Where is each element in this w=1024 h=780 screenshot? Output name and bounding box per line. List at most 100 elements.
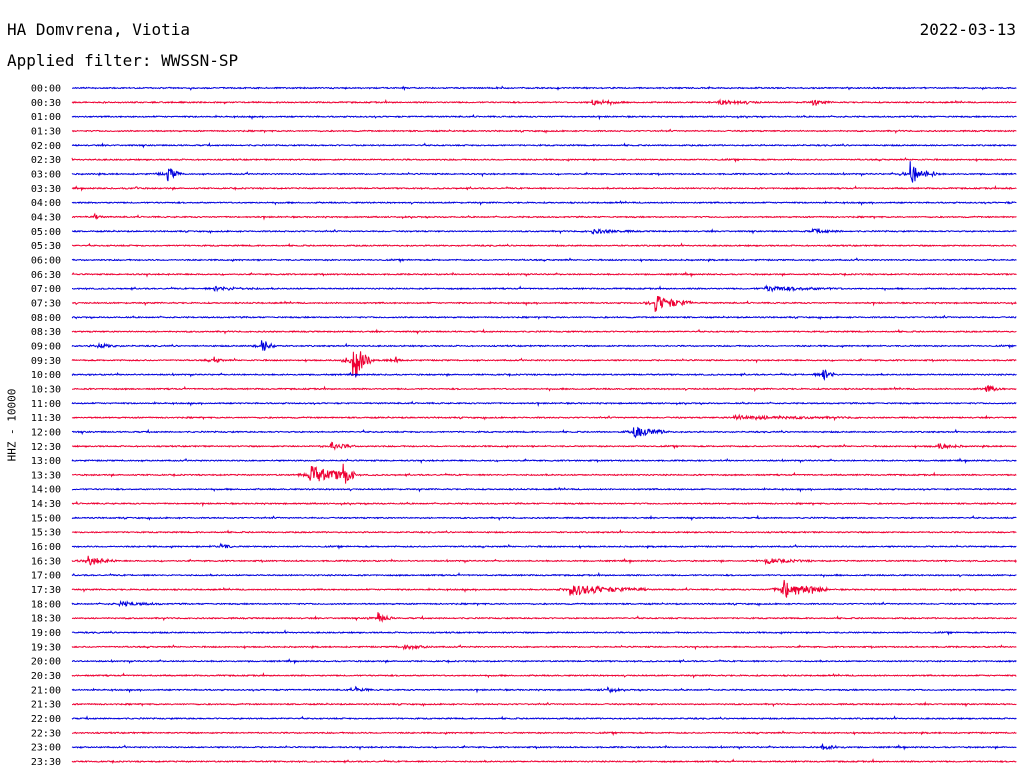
seismic-trace xyxy=(71,528,1017,534)
seismic-trace xyxy=(71,457,1017,465)
seismic-trace xyxy=(71,212,1017,221)
row-time-label: 02:00 xyxy=(31,141,61,152)
row-time-label: 06:00 xyxy=(31,255,61,266)
row-time-label: 13:00 xyxy=(31,456,61,467)
seismic-trace xyxy=(71,400,1017,407)
seismic-trace xyxy=(71,486,1017,493)
row-time-label: 09:30 xyxy=(31,356,61,367)
seismic-trace xyxy=(71,128,1017,135)
row-time-label: 09:00 xyxy=(31,341,61,352)
seismic-trace xyxy=(71,200,1017,207)
row-time-label: 15:00 xyxy=(31,513,61,524)
seismic-trace xyxy=(71,295,1017,312)
row-time-label: 04:00 xyxy=(31,198,61,209)
row-time-label: 00:00 xyxy=(31,84,61,95)
row-time-label: 06:30 xyxy=(31,270,61,281)
seismic-trace xyxy=(71,629,1017,636)
seismic-trace xyxy=(71,742,1017,751)
row-time-label: 11:30 xyxy=(31,413,61,424)
seismic-trace xyxy=(71,514,1017,522)
row-time-label: 05:30 xyxy=(31,241,61,252)
seismic-trace xyxy=(71,612,1017,623)
row-time-label: 22:30 xyxy=(31,728,61,739)
row-time-label: 22:00 xyxy=(31,714,61,725)
row-time-label: 12:00 xyxy=(31,427,61,438)
seismic-trace xyxy=(71,441,1017,451)
row-time-label: 21:30 xyxy=(31,700,61,711)
seismic-trace xyxy=(71,644,1017,651)
row-time-label: 16:30 xyxy=(31,556,61,567)
row-time-label: 07:00 xyxy=(31,284,61,295)
filter-label: Applied filter: WWSSN-SP xyxy=(7,51,239,70)
seismic-trace xyxy=(71,599,1017,608)
record-date: 2022-03-13 xyxy=(919,20,1016,39)
seismic-trace xyxy=(71,758,1017,765)
seismic-trace xyxy=(71,500,1017,508)
seismic-trace xyxy=(71,542,1017,550)
row-time-label: 03:30 xyxy=(31,184,61,195)
seismic-trace xyxy=(71,413,1017,422)
seismic-trace xyxy=(71,227,1017,235)
seismic-trace xyxy=(71,571,1017,579)
row-time-label: 03:00 xyxy=(31,169,61,180)
row-time-label: 10:30 xyxy=(31,384,61,395)
row-time-label: 17:30 xyxy=(31,585,61,596)
seismic-trace xyxy=(71,314,1017,321)
seismic-trace xyxy=(71,113,1017,121)
seismic-trace xyxy=(71,369,1017,381)
seismic-trace xyxy=(71,463,1017,484)
row-time-label: 08:00 xyxy=(31,313,61,324)
seismic-trace xyxy=(71,730,1017,737)
row-time-label: 23:00 xyxy=(31,743,61,754)
seismic-trace xyxy=(71,685,1017,694)
row-time-label: 17:00 xyxy=(31,571,61,582)
row-time-label: 13:30 xyxy=(31,470,61,481)
row-time-label: 20:30 xyxy=(31,671,61,682)
row-time-label: 02:30 xyxy=(31,155,61,166)
seismic-trace xyxy=(71,257,1017,264)
seismic-trace xyxy=(71,242,1017,248)
row-time-label: 05:00 xyxy=(31,227,61,238)
row-time-label: 20:00 xyxy=(31,657,61,668)
seismic-trace xyxy=(71,157,1017,163)
seismic-trace xyxy=(71,340,1017,351)
row-time-label: 12:30 xyxy=(31,442,61,453)
seismic-trace xyxy=(71,701,1017,708)
seismic-trace xyxy=(71,579,1017,598)
row-time-label: 18:00 xyxy=(31,599,61,610)
seismic-trace xyxy=(71,142,1017,149)
row-time-label: 04:30 xyxy=(31,212,61,223)
seismic-trace xyxy=(71,184,1017,192)
row-time-label: 14:30 xyxy=(31,499,61,510)
row-time-label: 19:30 xyxy=(31,642,61,653)
seismic-trace xyxy=(71,658,1017,665)
seismic-trace xyxy=(71,284,1017,293)
row-time-label: 08:30 xyxy=(31,327,61,338)
row-time-label: 14:00 xyxy=(31,485,61,496)
seismic-trace xyxy=(71,161,1017,183)
row-time-label: 23:30 xyxy=(31,757,61,768)
seismic-trace xyxy=(72,384,1017,393)
row-time-label: 15:30 xyxy=(31,528,61,539)
row-time-label: 01:30 xyxy=(31,126,61,137)
seismic-trace xyxy=(71,715,1017,721)
station-title: HA Domvrena, Viotia xyxy=(7,20,191,39)
seismic-trace xyxy=(71,672,1017,679)
row-time-label: 16:00 xyxy=(31,542,61,553)
row-time-label: 01:00 xyxy=(31,112,61,123)
seismic-trace xyxy=(71,85,1017,91)
seismic-trace xyxy=(71,426,1017,439)
row-time-label: 10:00 xyxy=(31,370,61,381)
seismic-trace xyxy=(71,328,1017,335)
seismic-trace xyxy=(71,271,1017,278)
row-time-label: 19:00 xyxy=(31,628,61,639)
row-time-label: 21:00 xyxy=(31,685,61,696)
row-time-label: 07:30 xyxy=(31,298,61,309)
seismic-trace xyxy=(71,351,1017,378)
row-time-label: 18:30 xyxy=(31,614,61,625)
seismic-trace xyxy=(71,98,1017,107)
seismic-trace xyxy=(71,555,1017,566)
row-time-label: 00:30 xyxy=(31,98,61,109)
row-time-label: 11:00 xyxy=(31,399,61,410)
